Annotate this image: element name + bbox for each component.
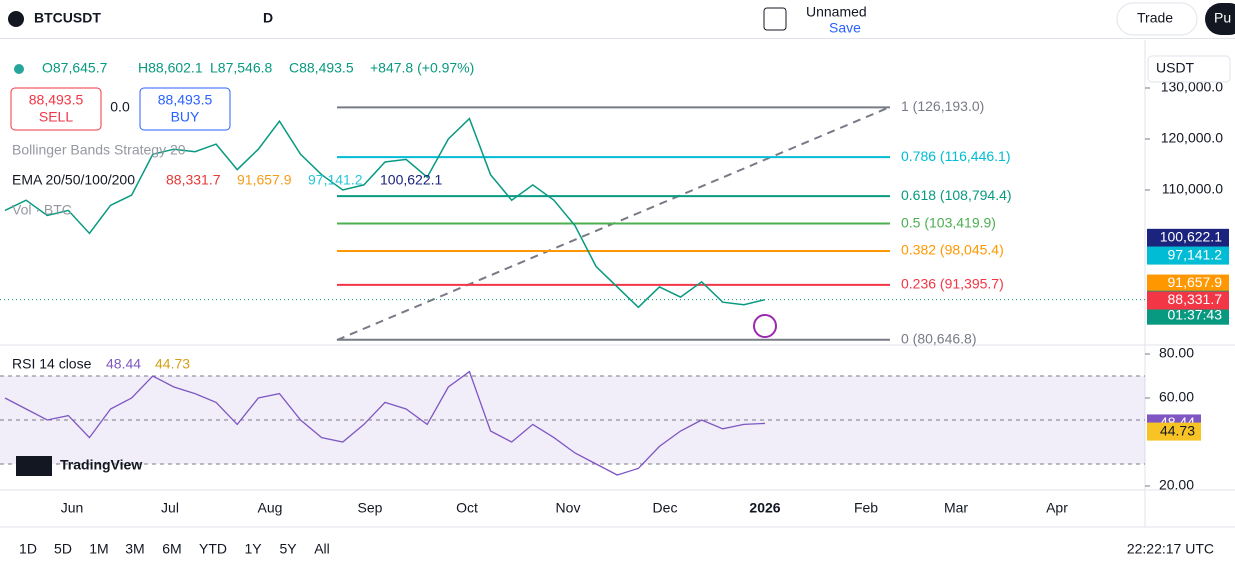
time-label: Jun [61, 500, 84, 516]
publish-button[interactable] [1205, 3, 1235, 35]
range-button[interactable]: All [314, 541, 330, 557]
ema-value: 88,331.7 [166, 172, 221, 188]
ema-value: 91,657.9 [237, 172, 292, 188]
range-button[interactable]: 5Y [279, 541, 297, 557]
layout-name[interactable]: Unnamed [806, 4, 867, 20]
price-axis-badge-label: 91,657.9 [1168, 274, 1223, 290]
ohlc-close: C88,493.5 [289, 60, 354, 76]
price-tick-label: 120,000.0 [1161, 130, 1223, 146]
time-label: Sep [358, 500, 383, 516]
price-line [4, 117, 766, 309]
spread: 0.0 [110, 99, 130, 115]
watermark-logo [16, 456, 52, 476]
range-button[interactable]: 6M [162, 541, 181, 557]
currency: USDT [1156, 60, 1195, 76]
snapshot-box[interactable] [763, 7, 787, 31]
trade-label: Trade [1137, 10, 1173, 26]
range-button[interactable]: 1D [19, 541, 37, 557]
fib-label: 0.5 (103,419.9) [901, 214, 996, 230]
price-axis-badge [1147, 291, 1229, 310]
rsi-badge-label: 44.73 [1160, 422, 1195, 438]
rsi-title: RSI 14 close [12, 356, 92, 372]
rsi-line [4, 370, 766, 476]
rsi-tick-label: 20.00 [1159, 477, 1194, 493]
range-button[interactable]: 1M [89, 541, 108, 557]
fib-label: 0.382 (98,045.4) [901, 242, 1004, 258]
rsi-tick-label: 60.00 [1159, 389, 1194, 405]
bb-legend: Bollinger Bands Strategy 20 [12, 142, 186, 158]
time-label: 2026 [749, 500, 780, 516]
watermark: TradingView [60, 457, 142, 473]
time-label: Apr [1046, 500, 1068, 516]
fib-label: 0.786 (116,446.1) [901, 148, 1011, 164]
fib-label: 0.236 (91,395.7) [901, 276, 1004, 292]
ema-value: 97,141.2 [308, 172, 363, 188]
currency-select[interactable] [1147, 55, 1231, 83]
price-axis-badge [1147, 228, 1229, 247]
time-label: Mar [944, 500, 968, 516]
price-tick-label: 130,000.0 [1161, 79, 1223, 95]
time-label: Dec [653, 500, 678, 516]
rsi-tick-label: 80.00 [1159, 345, 1194, 361]
vol-legend: Vol · BTC [12, 202, 72, 218]
clock: 22:22:17 UTC [1127, 541, 1214, 557]
rsi-value: 48.44 [106, 356, 141, 372]
time-label: Jul [161, 500, 179, 516]
ema-legend: EMA 20/50/100/200 [12, 172, 135, 188]
rsi-badge [1147, 422, 1201, 441]
range-button[interactable]: 3M [125, 541, 144, 557]
interval[interactable]: D [263, 10, 273, 26]
time-label: Feb [854, 500, 878, 516]
range-button[interactable]: YTD [199, 541, 227, 557]
time-label: Nov [556, 500, 581, 516]
sell-button[interactable] [10, 87, 102, 131]
alert-icon [753, 314, 777, 338]
fib-label: 0.618 (108,794.4) [901, 187, 1012, 203]
trade-button[interactable] [1116, 2, 1198, 36]
price-axis-badge-label: 100,622.1 [1160, 229, 1222, 245]
fib-label: 1 (126,193.0) [901, 98, 984, 114]
sell-price: 88,493.5 [29, 92, 84, 108]
price-axis-badge [1147, 274, 1229, 293]
ohlc-low: L87,546.8 [210, 60, 272, 76]
ohlc-high: H88,602.1 [138, 60, 203, 76]
time-label: Oct [456, 500, 478, 516]
ema-value: 100,622.1 [380, 172, 442, 188]
buy-button[interactable] [139, 87, 231, 131]
range-button[interactable]: 5D [54, 541, 72, 557]
rsi-ma-value: 44.73 [155, 356, 190, 372]
fib-label: 0 (80,646.8) [901, 330, 977, 346]
symbol-icon [8, 11, 24, 27]
countdown: 01:37:43 [1168, 306, 1223, 322]
change: +847.8 (+0.97%) [370, 60, 474, 76]
price-axis-badge [1147, 246, 1229, 265]
ohlc-open: O87,645.7 [42, 60, 108, 76]
price-axis-badge-label: 97,141.2 [1168, 246, 1223, 262]
price-axis-badge-label: 88,331.7 [1168, 291, 1223, 307]
symbol-dot [14, 64, 24, 74]
buy-price: 88,493.5 [158, 92, 213, 108]
buy-label: BUY [171, 109, 200, 125]
time-label: Aug [258, 500, 283, 516]
range-button[interactable]: 1Y [244, 541, 262, 557]
save-label: Save [829, 20, 861, 36]
price-tick-label: 110,000.0 [1162, 181, 1223, 197]
symbol[interactable]: BTCUSDT [34, 10, 101, 26]
publish-label: Pu [1214, 10, 1231, 26]
sell-label: SELL [39, 109, 73, 125]
